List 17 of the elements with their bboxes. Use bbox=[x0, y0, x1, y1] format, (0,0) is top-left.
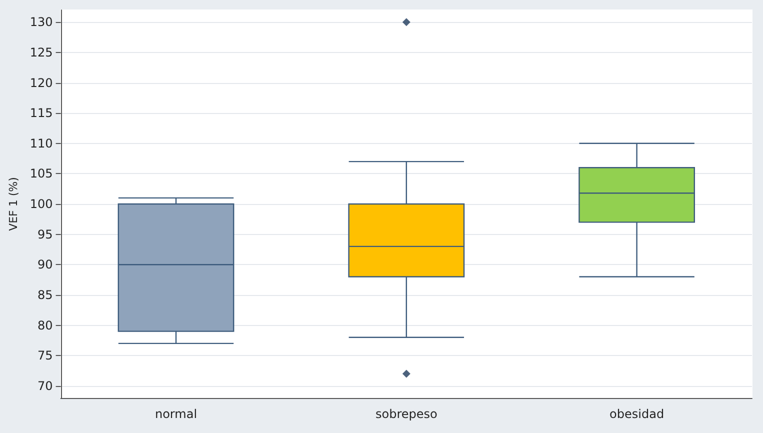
y-tick-label: 110 bbox=[30, 136, 53, 150]
y-tick-label: 100 bbox=[30, 197, 53, 211]
y-tick-label: 70 bbox=[38, 378, 53, 393]
y-tick-label: 120 bbox=[30, 76, 53, 90]
y-tick-label: 115 bbox=[30, 106, 53, 120]
y-tick-label: 80 bbox=[38, 318, 53, 332]
y-tick-label: 125 bbox=[30, 45, 53, 60]
y-tick-label: 105 bbox=[30, 166, 53, 181]
x-tick-label: obesidad bbox=[610, 407, 664, 421]
y-axis-title: VEF 1 (%) bbox=[7, 177, 20, 231]
x-tick-label: sobrepeso bbox=[375, 407, 438, 421]
y-tick-label: 85 bbox=[38, 288, 53, 302]
y-tick-label: 95 bbox=[38, 227, 53, 242]
y-tick-label: 130 bbox=[30, 15, 53, 30]
x-tick-label: normal bbox=[154, 407, 198, 421]
y-tick-label: 90 bbox=[38, 258, 53, 272]
y-tick-label: 75 bbox=[38, 348, 53, 363]
